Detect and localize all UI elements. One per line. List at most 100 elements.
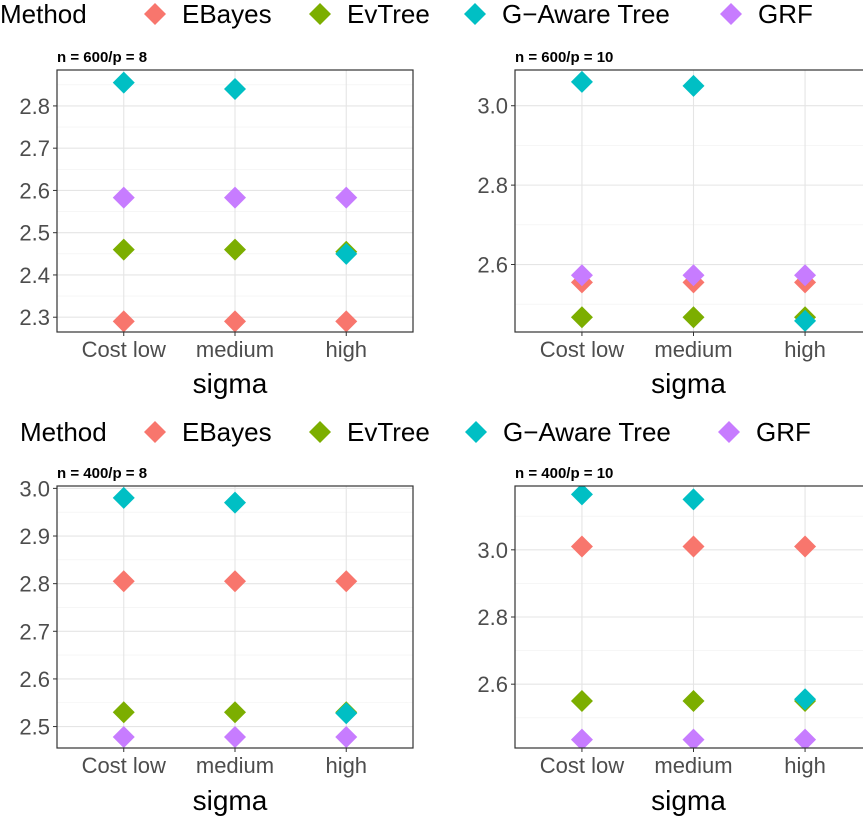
y-tick-label: 2.8	[477, 605, 508, 630]
legend-label: EvTree	[347, 0, 430, 29]
point-grf-1	[570, 264, 593, 287]
legend-label: EBayes	[182, 0, 272, 29]
point-evtree-1	[112, 238, 135, 261]
point-ebayes-1	[112, 570, 135, 593]
y-tick-label: 2.5	[19, 715, 50, 740]
panel-1: 2.3 2.4 2.5 2.6 2.7 2.8 Cost low medium high n = …	[19, 49, 414, 399]
point-grf-1	[570, 728, 593, 748]
x-tick-label: high	[325, 753, 367, 778]
y-tick-label: 2.8	[477, 173, 508, 198]
x-axis-title: sigma	[651, 368, 726, 399]
legend-title: Method	[20, 417, 107, 447]
panel-title: n = 400/p = 8	[57, 465, 147, 482]
point-evtree-2	[224, 701, 246, 724]
x-axis-title: sigma	[651, 785, 726, 816]
y-tick-label: 2.8	[19, 572, 50, 597]
legend-bottom: Method EBayes EvTree G−Aware Tree GRF	[20, 417, 811, 447]
legend-key-g-aware-tree	[464, 3, 486, 25]
y-tick-label: 2.4	[19, 263, 50, 288]
x-tick-label: high	[784, 753, 826, 778]
x-tick-label: medium	[654, 337, 732, 362]
panel-3: 2.5 2.6 2.7 2.8 2.9 3.0 Cost low medium high n = …	[19, 465, 414, 816]
point-evtree-2	[682, 689, 705, 712]
legend-label: GRF	[758, 0, 813, 29]
points	[112, 71, 358, 332]
point-ebayes-2	[682, 535, 705, 558]
panel-title: n = 600/p = 8	[57, 49, 147, 66]
x-tick-label: medium	[196, 337, 274, 362]
point-ebayes-2	[224, 310, 246, 332]
point-evtree-2	[224, 238, 246, 261]
x-tick-label: Cost low	[82, 753, 166, 778]
point-grf-3	[335, 186, 358, 209]
panel-border	[514, 69, 863, 333]
point-evtree-2	[682, 306, 705, 329]
point-grf-1	[112, 726, 135, 748]
y-tick-label: 2.7	[19, 619, 50, 644]
point-g-aware-tree-1	[112, 486, 135, 509]
point-g-aware-tree-3	[794, 688, 817, 711]
x-tick-label: Cost low	[82, 337, 166, 362]
point-evtree-1	[570, 306, 593, 329]
legend-key-g-aware-tree	[465, 421, 487, 443]
legend-key-ebayes	[144, 3, 166, 25]
x-tick-label: Cost low	[540, 753, 624, 778]
point-grf-1	[112, 186, 135, 209]
y-tick-label: 2.3	[19, 305, 50, 330]
point-ebayes-1	[570, 535, 593, 558]
legend-key-grf	[718, 421, 740, 443]
y-tick-label: 2.5	[19, 221, 50, 246]
legend-label: GRF	[756, 417, 811, 447]
point-g-aware-tree-3	[335, 702, 358, 725]
point-evtree-1	[112, 701, 135, 724]
points	[112, 486, 358, 748]
point-grf-2	[682, 264, 705, 287]
point-grf-3	[335, 726, 358, 748]
y-tick-label: 2.6	[477, 672, 508, 697]
y-tick-label: 2.6	[19, 667, 50, 692]
point-g-aware-tree-1	[570, 70, 593, 93]
point-g-aware-tree-2	[224, 491, 246, 514]
y-tick-label: 2.8	[19, 94, 50, 119]
x-tick-label: Cost low	[540, 337, 624, 362]
x-tick-label: medium	[654, 753, 732, 778]
legend-key-grf	[720, 3, 742, 25]
legend-top: Method EBayes EvTree G−Aware Tree GRF	[0, 0, 813, 29]
x-tick-label: medium	[196, 753, 274, 778]
point-ebayes-3	[335, 570, 358, 593]
y-tick-label: 3.0	[477, 538, 508, 563]
point-g-aware-tree-1	[112, 71, 135, 94]
point-ebayes-2	[224, 570, 246, 593]
panel-title: n = 400/p = 10	[515, 465, 613, 482]
legend-title: Method	[0, 0, 87, 29]
points	[570, 486, 817, 748]
point-g-aware-tree-2	[224, 78, 246, 101]
point-grf-2	[224, 186, 246, 209]
point-grf-2	[224, 726, 246, 748]
legend-label: G−Aware Tree	[502, 0, 670, 29]
point-g-aware-tree-3	[335, 242, 358, 265]
y-tick-label: 2.7	[19, 136, 50, 161]
x-tick-label: high	[325, 337, 367, 362]
point-grf-2	[682, 728, 705, 748]
y-tick-label: 3.0	[477, 94, 508, 119]
x-axis-title: sigma	[193, 785, 268, 816]
point-ebayes-1	[112, 310, 135, 332]
y-tick-label: 3.0	[19, 476, 50, 501]
x-axis-title: sigma	[193, 368, 268, 399]
panels: 2.3 2.4 2.5 2.6 2.7 2.8 Cost low medium high n = …	[19, 49, 863, 816]
point-g-aware-tree-2	[682, 488, 705, 511]
point-g-aware-tree-3	[794, 309, 817, 332]
panel-4: 2.6 2.8 3.0 Cost low medium high n = 400/p = 1…	[477, 465, 863, 816]
x-tick-label: high	[784, 337, 826, 362]
point-evtree-1	[570, 689, 593, 712]
point-grf-3	[794, 728, 817, 748]
point-g-aware-tree-2	[682, 74, 705, 97]
legend-label: EvTree	[347, 417, 430, 447]
panel-2: 2.6 2.8 3.0 Cost low medium high n = 600/p = 1…	[477, 49, 863, 399]
legend-key-evtree	[309, 421, 331, 443]
panel-title: n = 600/p = 10	[515, 49, 613, 66]
legend-key-ebayes	[144, 421, 166, 443]
point-grf-3	[794, 264, 817, 287]
